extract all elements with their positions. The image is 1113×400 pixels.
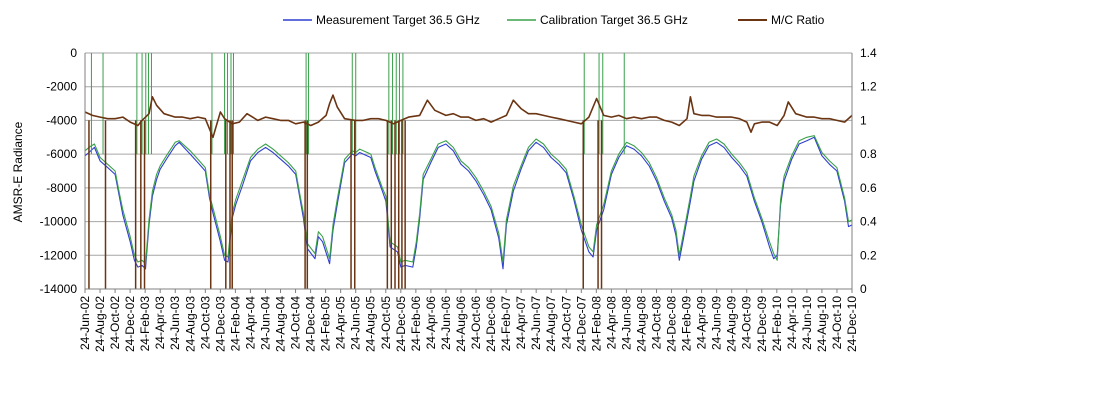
- y-tick-right: 0.2: [860, 248, 877, 262]
- x-tick-label: 24-Feb-06: [409, 296, 423, 352]
- x-tick-label: 24-Apr-03: [153, 296, 167, 350]
- x-tick-label: 24-Jun-04: [258, 296, 272, 350]
- x-tick-label: 24-Jun-06: [439, 296, 453, 350]
- axes: [84, 53, 853, 290]
- series-calibration-target: [84, 53, 853, 265]
- x-tick-label: 24-Aug-07: [544, 296, 558, 352]
- x-tick-label: 24-Dec-09: [755, 296, 769, 352]
- x-tick-label: 24-Apr-08: [604, 296, 618, 350]
- y-axis-title-left: AMSR-E Radiance: [11, 121, 25, 222]
- x-tick-label: 24-Dec-05: [394, 296, 408, 352]
- y-tick-left: -14000: [40, 282, 78, 296]
- legend-label-measurement: Measurement Target 36.5 GHz: [316, 13, 480, 27]
- series-mc-ratio: [84, 94, 853, 289]
- x-tick-label: 24-Aug-03: [183, 296, 197, 352]
- y-tick-right: 1.4: [860, 46, 877, 60]
- x-tick-label: 24-Jun-09: [710, 296, 724, 350]
- x-axis-ticks: 24-Jun-02 24-Aug-02 24-Oct-02 24-Dec-02 24-F…: [78, 289, 859, 352]
- calibration-line: [84, 135, 853, 265]
- x-tick-label: 24-Feb-03: [138, 296, 152, 352]
- ratio-line: [84, 94, 853, 139]
- x-tick-label: 24-Jun-05: [349, 296, 363, 350]
- x-tick-label: 24-Aug-02: [93, 296, 107, 352]
- y-tick-left: -4000: [46, 113, 77, 127]
- y-tick-left: 0: [70, 46, 77, 60]
- x-tick-label: 24-Dec-02: [123, 296, 137, 352]
- measurement-line: [84, 136, 853, 270]
- x-tick-label: 24-Jun-02: [78, 296, 92, 350]
- legend-label-ratio: M/C Ratio: [771, 13, 825, 27]
- x-tick-label: 24-Oct-09: [740, 296, 754, 350]
- x-tick-label: 24-Jun-03: [168, 296, 182, 350]
- x-tick-label: 24-Jun-10: [800, 296, 814, 350]
- x-tick-label: 24-Aug-09: [725, 296, 739, 352]
- x-tick-label: 24-Feb-07: [499, 296, 513, 352]
- x-tick-label: 24-Aug-08: [634, 296, 648, 352]
- x-tick-label: 24-Aug-06: [454, 296, 468, 352]
- y-tick-right: 0.6: [860, 181, 877, 195]
- y-tick-right: 1: [860, 113, 867, 127]
- x-tick-label: 24-Dec-07: [574, 296, 588, 352]
- x-tick-label: 24-Oct-03: [198, 296, 212, 350]
- x-tick-label: 24-Oct-07: [559, 296, 573, 350]
- x-tick-label: 24-Oct-05: [379, 296, 393, 350]
- x-tick-label: 24-Apr-07: [514, 296, 528, 350]
- series-measurement-target: [84, 136, 853, 270]
- x-tick-label: 24-Oct-08: [649, 296, 663, 350]
- x-tick-label: 24-Oct-10: [830, 296, 844, 350]
- y-tick-left: -10000: [40, 215, 78, 229]
- x-tick-label: 24-Jun-07: [529, 296, 543, 350]
- x-tick-label: 24-Jun-08: [619, 296, 633, 350]
- x-tick-label: 24-Apr-06: [424, 296, 438, 350]
- x-tick-label: 24-Oct-02: [108, 296, 122, 350]
- y-tick-right: 0: [860, 282, 867, 296]
- y-tick-right: 1.2: [860, 80, 877, 94]
- x-tick-label: 24-Dec-03: [213, 296, 227, 352]
- x-tick-label: 24-Dec-04: [304, 296, 318, 352]
- x-tick-label: 24-Feb-08: [589, 296, 603, 352]
- x-tick-label: 24-Feb-09: [680, 296, 694, 352]
- legend-label-calibration: Calibration Target 36.5 GHz: [540, 13, 688, 27]
- y-tick-left: -6000: [46, 147, 77, 161]
- x-tick-label: 24-Apr-04: [243, 296, 257, 350]
- y-tick-left: -8000: [46, 181, 77, 195]
- y-axis-right-ticks: 1.4 1.2 1 0.8 0.6 0.4 0.2 0: [860, 46, 877, 296]
- x-tick-label: 24-Aug-10: [815, 296, 829, 352]
- y-tick-left: -12000: [40, 248, 78, 262]
- x-tick-label: 24-Apr-09: [695, 296, 709, 350]
- y-tick-right: 0.4: [860, 215, 877, 229]
- x-tick-label: 24-Dec-10: [845, 296, 859, 352]
- y-axis-left-ticks: 0 -2000 -4000 -6000 -8000 -10000 -12000 -14000: [40, 46, 78, 296]
- y-tick-left: -2000: [46, 80, 77, 94]
- x-tick-label: 24-Aug-05: [364, 296, 378, 352]
- x-tick-label: 24-Feb-05: [319, 296, 333, 352]
- x-tick-label: 24-Dec-06: [484, 296, 498, 352]
- x-tick-label: 24-Oct-06: [469, 296, 483, 350]
- y-tick-right: 0.8: [860, 147, 877, 161]
- chart-legend: Measurement Target 36.5 GHz Calibration …: [283, 13, 825, 27]
- x-tick-label: 24-Aug-04: [274, 296, 288, 352]
- x-tick-label: 24-Feb-10: [770, 296, 784, 352]
- x-tick-label: 24-Dec-08: [665, 296, 679, 352]
- x-tick-label: 24-Apr-10: [785, 296, 799, 350]
- x-tick-label: 24-Apr-05: [334, 296, 348, 350]
- x-tick-label: 24-Feb-04: [228, 296, 242, 352]
- x-tick-label: 24-Oct-04: [289, 296, 303, 350]
